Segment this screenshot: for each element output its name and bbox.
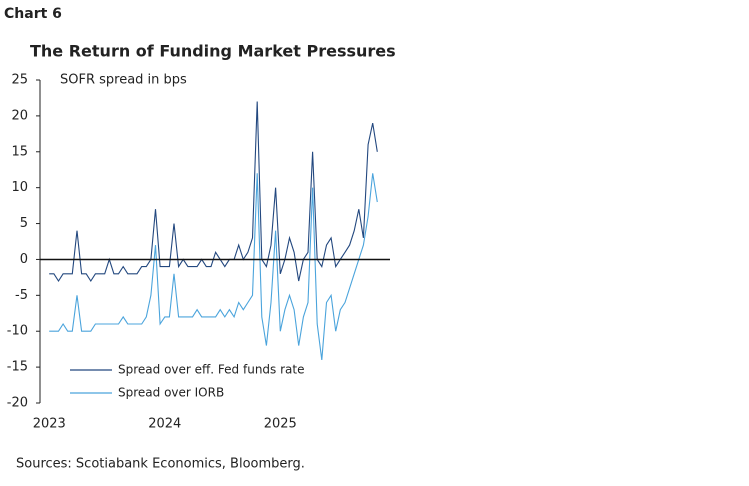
- y-tick-label: 25: [11, 73, 28, 88]
- source: Sources: Scotiabank Economics, Bloomberg…: [16, 457, 305, 472]
- y-tick-label: -20: [7, 396, 28, 411]
- y-tick-label: 10: [11, 180, 28, 195]
- legend-label: Spread over eff. Fed funds rate: [118, 363, 304, 377]
- chart-title: The Return of Funding Market Pressures: [30, 42, 396, 61]
- y-tick-label: -5: [15, 288, 28, 303]
- y-tick-label: -10: [7, 324, 28, 339]
- line-series: [49, 101, 378, 283]
- y-tick-label: 15: [11, 144, 28, 159]
- chart-number: Chart 6: [4, 6, 62, 22]
- x-tick-label: 2024: [148, 417, 181, 432]
- y-tick-label: 5: [20, 216, 28, 231]
- y-tick-label: 0: [20, 252, 28, 267]
- x-tick-label: 2025: [264, 417, 297, 432]
- line-series: [49, 173, 378, 360]
- legend-label: Spread over IORB: [118, 386, 224, 400]
- y-tick-label: -15: [7, 360, 28, 375]
- y-axis-label: SOFR spread in bps: [60, 73, 187, 88]
- x-tick-label: 2023: [33, 417, 66, 432]
- y-tick-label: 20: [11, 108, 28, 123]
